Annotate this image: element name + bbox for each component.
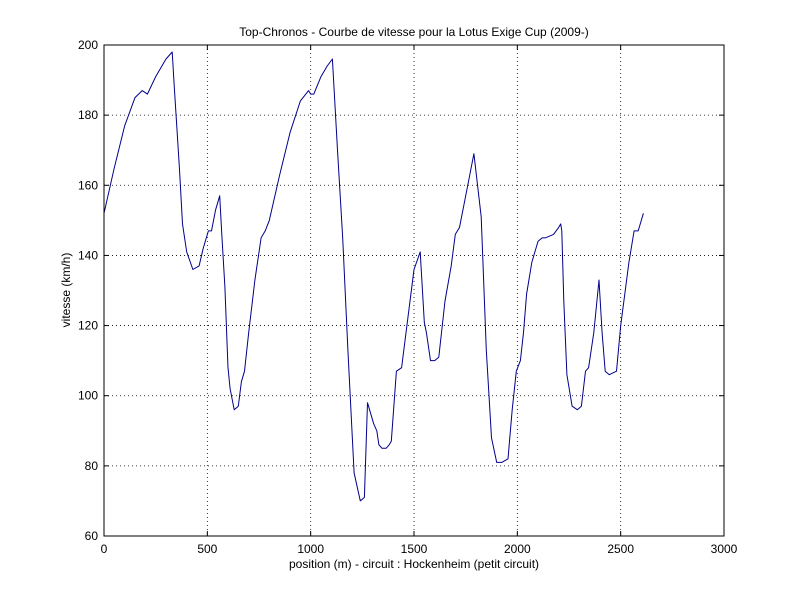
x-tick-label: 1000 xyxy=(297,542,324,556)
y-tick-label: 160 xyxy=(78,178,98,192)
plot-area xyxy=(104,45,724,536)
y-tick-label: 120 xyxy=(78,319,98,333)
speed-series-line xyxy=(103,51,644,502)
plot-frame xyxy=(103,44,725,537)
x-tick-label: 1500 xyxy=(401,542,428,556)
y-tick-label: 140 xyxy=(78,248,98,262)
x-tick-label: 0 xyxy=(101,542,108,556)
x-tick-label: 500 xyxy=(197,542,217,556)
x-tick-label: 3000 xyxy=(711,542,738,556)
series-group xyxy=(103,51,644,502)
y-tick-label: 200 xyxy=(78,38,98,52)
y-tick-label: 180 xyxy=(78,108,98,122)
y-tick-label: 60 xyxy=(85,529,99,543)
y-axis-title: vitesse (km/h) xyxy=(59,253,73,328)
chart-title: Top-Chronos - Courbe de vitesse pour la … xyxy=(239,25,589,39)
x-axis-title: position (m) - circuit : Hockenheim (pet… xyxy=(289,557,539,571)
y-tick-label: 80 xyxy=(85,459,99,473)
x-tick-label: 2500 xyxy=(607,542,634,556)
y-tick-labels: 60 80 100 120 140 160 180 200 xyxy=(78,38,98,543)
y-tick-label: 100 xyxy=(78,389,98,403)
x-tick-label: 2000 xyxy=(504,542,531,556)
x-tick-labels: 0 500 1000 1500 2000 2500 3000 xyxy=(101,542,738,556)
